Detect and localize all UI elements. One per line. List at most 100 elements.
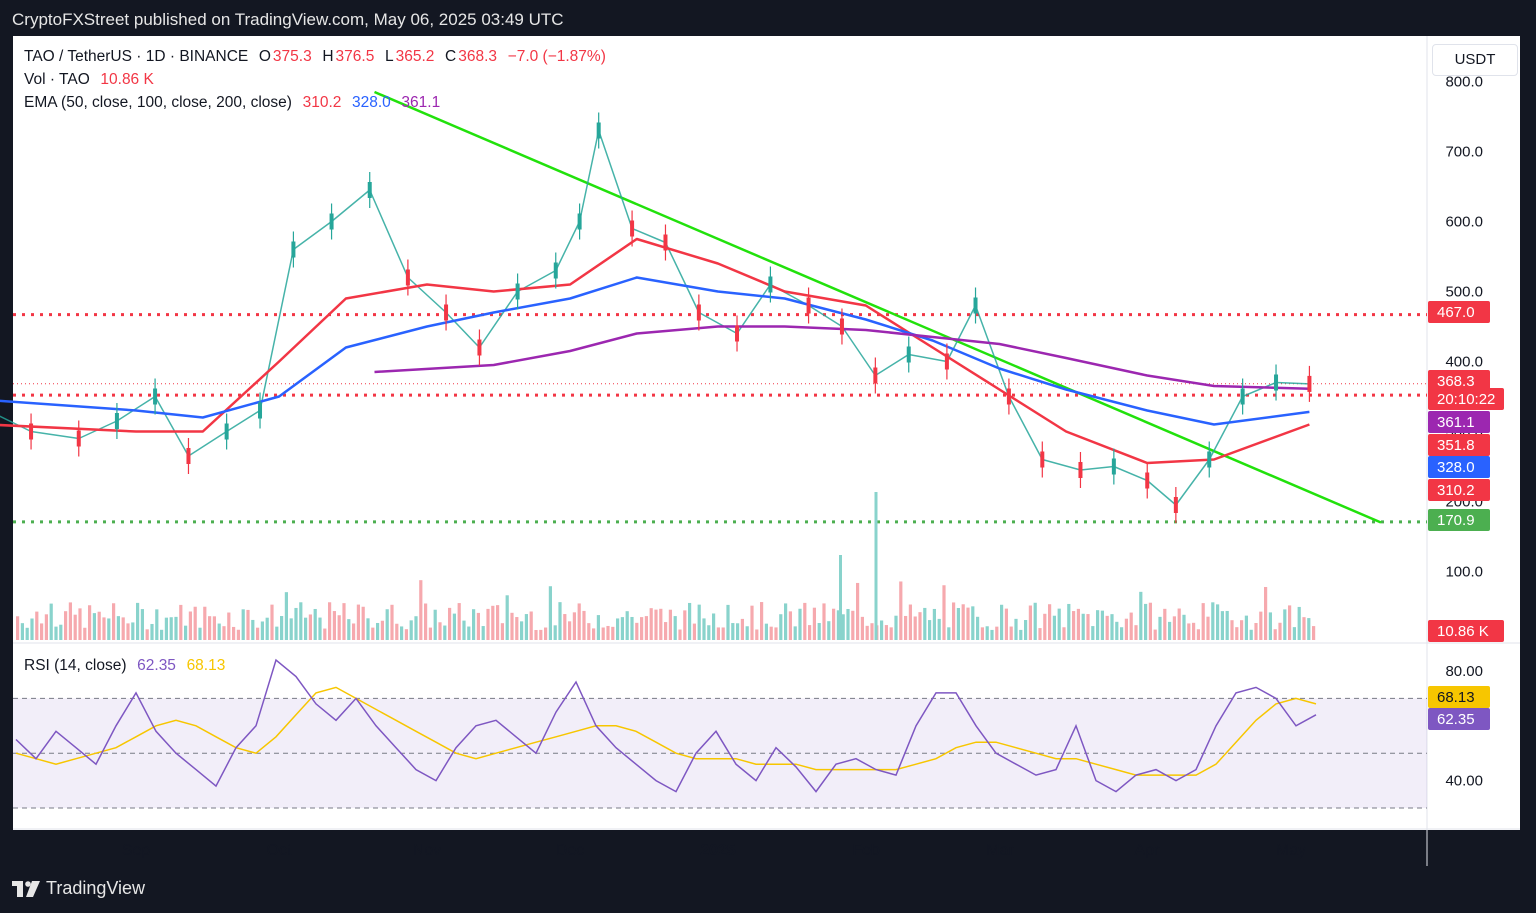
volume-bar	[947, 627, 951, 640]
ema-line-ema100	[0, 276, 1310, 426]
volume-bar	[745, 626, 749, 640]
tradingview-logo[interactable]: TradingView	[12, 878, 145, 899]
volume-bar	[40, 623, 44, 640]
volume-bar	[1072, 611, 1076, 640]
volume-bar	[428, 627, 432, 640]
volume-bar	[856, 582, 860, 640]
volume-bar	[654, 609, 658, 640]
volume-bar	[1187, 623, 1191, 640]
price-badge	[1428, 434, 1490, 456]
volume-bar	[563, 614, 567, 640]
volume-bar	[961, 604, 965, 640]
volume-bar	[1302, 617, 1306, 640]
volume-bar	[764, 623, 768, 640]
volume-bar	[544, 627, 548, 640]
volume-bar	[25, 627, 29, 640]
volume-bar	[649, 608, 653, 640]
volume-bar	[1196, 629, 1200, 640]
volume-bar	[1148, 602, 1152, 640]
volume-bar	[385, 609, 389, 640]
volume-bar	[860, 616, 864, 640]
volume-bar	[889, 627, 893, 640]
volume-bar	[121, 617, 125, 640]
volume-bar	[227, 612, 231, 640]
volume-bar	[1134, 625, 1138, 640]
ema200-value: 361.1	[401, 94, 441, 111]
volume-bar	[481, 626, 485, 640]
volume-bar	[169, 617, 173, 640]
volume-legend: Vol · TAO 10.86 K	[24, 71, 156, 89]
price-badge-label: 351.8	[1437, 437, 1475, 454]
volume-bar	[1028, 605, 1032, 640]
price-badge	[1428, 301, 1490, 323]
volume-bar	[241, 609, 245, 640]
rsi-value: 62.35	[137, 657, 176, 674]
volume-bar	[92, 613, 96, 640]
price-badge-label: 170.9	[1437, 512, 1475, 529]
ema-line-ema200	[374, 325, 1310, 391]
price-badge-label: 328.0	[1437, 459, 1475, 476]
volume-bar	[1283, 609, 1287, 640]
volume-bar	[342, 603, 346, 640]
candle-body	[873, 367, 878, 384]
volume-bar	[1009, 626, 1013, 640]
volume-bar	[179, 604, 183, 640]
volume-bar	[270, 604, 274, 640]
volume-bar	[956, 607, 960, 640]
volume-bar	[217, 623, 221, 640]
volume-bar	[625, 611, 629, 640]
volume-bar	[712, 613, 716, 640]
volume-bar	[174, 616, 178, 640]
time-tick-label: Sep	[122, 842, 151, 859]
rsi-ma-line	[15, 686, 1317, 776]
volume-bar	[1192, 622, 1196, 640]
volume-bar	[88, 605, 92, 640]
volume-bar	[664, 622, 668, 640]
volume-bar	[1163, 608, 1167, 640]
volume-bar	[803, 602, 807, 640]
volume-bar	[616, 618, 620, 640]
volume-bar	[1153, 629, 1157, 640]
candle-body	[291, 241, 296, 258]
time-tick-label: Oct	[267, 842, 292, 859]
volume-bar	[1067, 603, 1071, 640]
volume-bar	[1086, 614, 1090, 640]
volume-bar	[136, 602, 140, 640]
price-badge	[1428, 456, 1490, 478]
volume-bar	[376, 622, 380, 640]
candle-body	[186, 448, 191, 464]
volume-bar	[592, 628, 596, 640]
volume-bar	[899, 581, 903, 640]
volume-bar	[246, 609, 250, 640]
volume-bar	[750, 605, 754, 640]
volume-bar	[275, 626, 279, 640]
rsi-line	[15, 658, 1317, 793]
rsi-label: RSI (14, close)	[24, 657, 127, 674]
volume-bar	[630, 616, 634, 640]
volume-bar	[971, 606, 975, 640]
publisher-text: CryptoFXStreet published on TradingView.…	[12, 10, 564, 29]
time-tick-label: Mar	[986, 842, 1014, 859]
volume-bar	[1288, 605, 1292, 640]
volume-bar	[145, 629, 149, 640]
candle-body	[577, 213, 582, 230]
currency-button[interactable]: USDT	[1432, 44, 1518, 76]
price-tick-label: 700.0	[1445, 144, 1483, 161]
volume-bar	[438, 622, 442, 640]
volume-bar	[990, 629, 994, 640]
volume-bar	[1297, 606, 1301, 640]
volume-bar	[97, 611, 101, 640]
low-label: L	[384, 48, 394, 65]
volume-bar	[668, 609, 672, 640]
candle-body	[329, 213, 334, 230]
volume-bar	[337, 615, 341, 640]
volume-bar	[788, 611, 792, 640]
volume-bar	[83, 627, 87, 640]
volume-bar	[467, 626, 471, 640]
volume-bar	[1043, 613, 1047, 640]
close-label: C	[445, 48, 457, 65]
volume-bar	[1292, 627, 1296, 640]
volume-bar	[908, 604, 912, 640]
volume-bar	[1144, 603, 1148, 640]
